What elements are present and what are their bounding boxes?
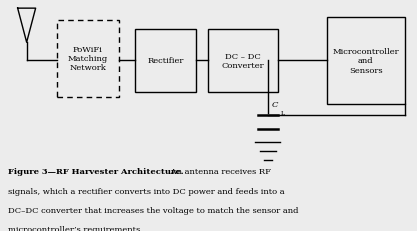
- Text: An antenna receives RF: An antenna receives RF: [168, 167, 271, 176]
- Text: DC – DC
Converter: DC – DC Converter: [222, 53, 264, 70]
- Text: Figure 3—RF Harvester Architecture.: Figure 3—RF Harvester Architecture.: [8, 167, 184, 176]
- Text: microcontroller’s requirements.: microcontroller’s requirements.: [8, 225, 143, 231]
- Bar: [208, 30, 278, 93]
- Bar: [135, 30, 196, 93]
- Text: C: C: [272, 101, 278, 109]
- Text: Microcontroller
and
Sensors: Microcontroller and Sensors: [332, 48, 399, 74]
- Text: PoWiFi
Matching
Network: PoWiFi Matching Network: [68, 46, 108, 72]
- Text: Rectifier: Rectifier: [147, 57, 184, 65]
- Bar: [327, 18, 404, 104]
- Bar: [57, 20, 118, 97]
- Text: L: L: [281, 110, 285, 116]
- Text: DC–DC converter that increases the voltage to match the sensor and: DC–DC converter that increases the volta…: [8, 206, 299, 214]
- Text: signals, which a rectifier converts into DC power and feeds into a: signals, which a rectifier converts into…: [8, 187, 285, 195]
